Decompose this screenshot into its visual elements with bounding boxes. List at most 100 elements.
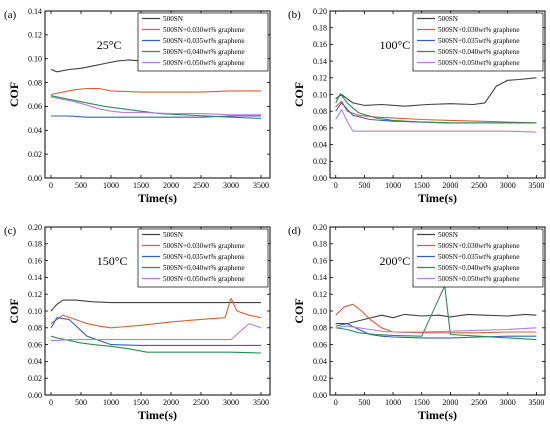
legend-entry: 500SN+0.040wt% graphene bbox=[438, 48, 520, 56]
y-tick-label: 0.06 bbox=[28, 340, 42, 349]
legend-entry: 500SN+0.050wt% graphene bbox=[163, 59, 245, 67]
legend-entry: 500SN bbox=[438, 231, 459, 239]
y-tick-label: 0.10 bbox=[313, 307, 327, 316]
x-tick-label: 3000 bbox=[223, 181, 239, 190]
y-tick-label: 0.00 bbox=[28, 174, 42, 183]
series-line-5 bbox=[51, 323, 262, 341]
y-tick-label: 0.14 bbox=[313, 273, 327, 282]
x-tick-label: 1000 bbox=[385, 181, 401, 190]
y-tick-label: 0.12 bbox=[313, 290, 327, 299]
y-tick-label: 0.14 bbox=[28, 7, 42, 16]
y-tick-label: 0.06 bbox=[313, 124, 327, 133]
x-tick-label: 0 bbox=[334, 181, 338, 190]
temperature-annotation: 200°C bbox=[379, 254, 410, 268]
x-tick-label: 1500 bbox=[414, 181, 430, 190]
temperature-annotation: 150°C bbox=[97, 254, 128, 268]
series-line-1 bbox=[50, 299, 261, 312]
y-tick-label: 0.10 bbox=[28, 307, 42, 316]
y-tick-label: 0.10 bbox=[28, 55, 42, 64]
y-tick-label: 0.10 bbox=[313, 90, 327, 99]
series-line-2 bbox=[335, 303, 537, 334]
temperature-annotation: 25°C bbox=[97, 38, 122, 52]
legend-entry: 500SN+0.035wt% graphene bbox=[438, 253, 520, 261]
chart-panel-b: 0.00 0.02 0.04 0.06 0.08 0.10 0.12 0.14 0.16 0.18… bbox=[288, 7, 546, 205]
panel-label: (d) bbox=[288, 225, 301, 237]
chart-panel-d: 0.00 0.02 0.04 0.06 0.08 0.10 0.12 0.14 0.16 0.18… bbox=[288, 223, 546, 422]
x-tick-label: 1500 bbox=[133, 398, 149, 407]
y-axis-label: COF bbox=[292, 82, 306, 107]
legend-entry: 500SN+0.040wt% graphene bbox=[438, 264, 520, 272]
y-tick-label: 0.08 bbox=[28, 324, 42, 333]
legend-box bbox=[137, 228, 269, 288]
x-tick-label: 1500 bbox=[133, 181, 149, 190]
y-tick-label: 0.20 bbox=[313, 7, 327, 16]
y-tick-label: 0.00 bbox=[28, 391, 42, 400]
y-tick-label: 0.04 bbox=[313, 140, 327, 149]
y-tick-label: 0.12 bbox=[313, 74, 327, 83]
x-tick-label: 500 bbox=[75, 181, 87, 190]
x-tick-label: 2500 bbox=[193, 398, 209, 407]
y-tick-label: 0.02 bbox=[313, 374, 327, 383]
y-tick-label: 0.18 bbox=[313, 240, 327, 249]
legend-entry: 500SN+0.035wt% graphene bbox=[163, 253, 245, 261]
legend-entry: 500SN+0.050wt% graphene bbox=[438, 275, 520, 283]
x-tick-label: 2000 bbox=[442, 181, 458, 190]
y-tick-label: 0.04 bbox=[313, 357, 327, 366]
legend-entry: 500SN+0.050wt% graphene bbox=[438, 59, 520, 67]
y-tick-label: 0.18 bbox=[313, 24, 327, 33]
x-tick-label: 1000 bbox=[103, 181, 119, 190]
legend-entry: 500SN+0.035wt% graphene bbox=[163, 37, 245, 45]
x-tick-label: 2000 bbox=[163, 181, 179, 190]
series-line-2 bbox=[50, 297, 262, 329]
panel-label: (c) bbox=[4, 225, 17, 237]
series-line-2 bbox=[50, 87, 261, 96]
x-tick-label: 2500 bbox=[471, 181, 487, 190]
y-tick-label: 0.02 bbox=[28, 374, 42, 383]
x-tick-label: 3500 bbox=[253, 398, 269, 407]
x-axis-label: Time(s) bbox=[418, 191, 457, 205]
y-tick-label: 0.18 bbox=[28, 240, 42, 249]
x-tick-label: 3500 bbox=[253, 181, 269, 190]
y-axis-label: COF bbox=[292, 298, 306, 323]
x-tick-label: 500 bbox=[75, 398, 87, 407]
y-tick-label: 0.02 bbox=[313, 157, 327, 166]
legend-entry: 500SN bbox=[163, 231, 184, 239]
x-axis-label: Time(s) bbox=[138, 408, 177, 422]
legend-entry: 500SN bbox=[163, 15, 184, 23]
legend-entry: 500SN+0.040wt% graphene bbox=[163, 48, 245, 56]
y-tick-label: 0.12 bbox=[28, 31, 42, 40]
y-tick-label: 0.20 bbox=[313, 223, 327, 232]
y-tick-label: 0.12 bbox=[28, 290, 42, 299]
series-line-4 bbox=[335, 285, 537, 341]
legend-box bbox=[412, 12, 544, 72]
legend-box bbox=[137, 12, 269, 72]
x-tick-label: 0 bbox=[49, 181, 53, 190]
x-tick-label: 2000 bbox=[442, 398, 458, 407]
x-tick-label: 2500 bbox=[471, 398, 487, 407]
temperature-annotation: 100°C bbox=[379, 38, 410, 52]
series-line-4 bbox=[335, 93, 537, 124]
y-axis-label: COF bbox=[7, 82, 21, 107]
series-line-1 bbox=[335, 77, 537, 107]
y-tick-label: 0.16 bbox=[28, 256, 42, 265]
legend-entry: 500SN+0.050wt% graphene bbox=[163, 275, 245, 283]
series-line-4 bbox=[50, 95, 262, 119]
x-axis-label: Time(s) bbox=[138, 191, 177, 205]
x-tick-label: 3500 bbox=[528, 181, 544, 190]
x-tick-label: 0 bbox=[334, 398, 338, 407]
x-axis-label: Time(s) bbox=[418, 408, 457, 422]
y-tick-label: 0.16 bbox=[313, 256, 327, 265]
x-tick-label: 3000 bbox=[223, 398, 239, 407]
x-tick-label: 500 bbox=[358, 398, 370, 407]
legend-entry: 500SN bbox=[438, 15, 459, 23]
x-tick-label: 0 bbox=[49, 398, 53, 407]
y-tick-label: 0.00 bbox=[313, 174, 327, 183]
y-tick-label: 0.06 bbox=[313, 340, 327, 349]
x-tick-label: 500 bbox=[358, 181, 370, 190]
panel-label: (a) bbox=[4, 9, 17, 21]
x-tick-label: 3000 bbox=[500, 398, 516, 407]
series-line-3 bbox=[50, 317, 261, 346]
y-tick-label: 0.08 bbox=[28, 78, 42, 87]
x-tick-label: 3500 bbox=[528, 398, 544, 407]
